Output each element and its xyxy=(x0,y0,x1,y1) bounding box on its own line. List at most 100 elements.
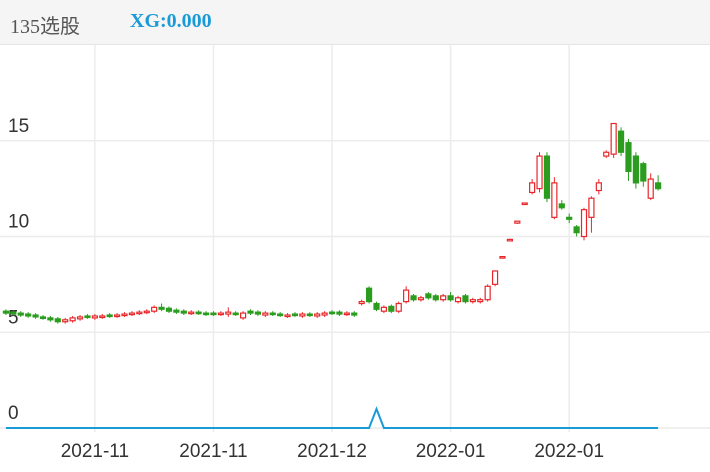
candle-body xyxy=(188,311,195,315)
candle-body xyxy=(47,317,54,321)
candle-body xyxy=(469,299,476,303)
candle-body xyxy=(277,313,284,317)
candle-body xyxy=(610,122,617,155)
candle-body xyxy=(647,178,654,199)
candle-body xyxy=(314,313,321,317)
y-tick-label: 0 xyxy=(8,403,19,424)
indicator-readout: XG:0.000 xyxy=(130,10,212,32)
candle-body xyxy=(173,309,180,313)
candle-body xyxy=(588,197,595,218)
candle-body xyxy=(462,295,469,303)
candle-body xyxy=(358,301,365,305)
candle-body xyxy=(39,316,47,320)
candle-body xyxy=(632,155,639,184)
candle-body xyxy=(54,318,61,323)
candle-body xyxy=(284,314,291,318)
candle-body xyxy=(566,216,573,220)
candle-body xyxy=(158,306,165,310)
candle-body xyxy=(69,317,76,322)
candle-body xyxy=(217,312,224,316)
y-tick-label: 15 xyxy=(8,116,29,137)
candle-body xyxy=(99,315,106,319)
candle-body xyxy=(336,311,343,315)
candle-body xyxy=(403,289,410,303)
header-title: 135选股 xyxy=(10,16,80,38)
candle-body xyxy=(521,202,528,206)
candle-body xyxy=(165,307,173,312)
candle-body xyxy=(269,312,276,316)
candle-body xyxy=(113,314,121,318)
candle-body xyxy=(425,293,432,299)
candle-body xyxy=(380,306,388,312)
candle-body xyxy=(477,299,484,303)
candle-body xyxy=(25,313,32,317)
candle-body xyxy=(106,314,113,318)
candle-body xyxy=(128,312,136,316)
candle-body xyxy=(365,287,373,303)
candle-body xyxy=(76,316,84,320)
candle-body xyxy=(136,311,143,315)
candle-body xyxy=(225,311,232,315)
candle-body xyxy=(373,302,380,310)
candle-body xyxy=(551,182,558,218)
candle-body xyxy=(151,306,158,312)
candle-body xyxy=(514,220,521,224)
candle-body xyxy=(17,312,24,316)
candle-body xyxy=(91,315,98,319)
candle-body xyxy=(32,314,39,318)
candle-body xyxy=(143,310,150,314)
candle-body xyxy=(239,312,247,319)
candle-body xyxy=(328,311,336,315)
candle-body xyxy=(506,238,513,242)
candle-body xyxy=(306,313,313,317)
candle-body xyxy=(291,313,299,317)
candle-body xyxy=(62,319,69,323)
candle-body xyxy=(410,295,417,301)
candle-body xyxy=(595,182,602,192)
y-tick-label: 10 xyxy=(8,212,29,233)
candle-body xyxy=(195,311,202,315)
candle-body xyxy=(417,297,425,301)
candle-body xyxy=(232,312,239,316)
candle-body xyxy=(180,310,187,314)
candle-body xyxy=(536,155,543,190)
y-tick-label: 5 xyxy=(8,307,19,328)
candle-body xyxy=(603,151,610,157)
candle-body xyxy=(558,203,565,209)
candle-body xyxy=(202,312,210,316)
x-tick-label: 2022-01 xyxy=(534,441,604,462)
candle-body xyxy=(121,313,128,317)
x-tick-label: 2021-11 xyxy=(61,441,129,462)
candle-body xyxy=(529,182,536,194)
candle-body xyxy=(395,302,402,312)
candle-body xyxy=(655,182,662,190)
header-bar: 135选股 XG:0.000 xyxy=(0,0,710,45)
candle-body xyxy=(432,295,439,301)
candle-body xyxy=(499,256,506,259)
candle-body xyxy=(447,295,454,301)
candle-body xyxy=(351,312,358,316)
x-tick-label: 2021-12 xyxy=(297,441,367,462)
x-tick-label: 2021-11 xyxy=(179,441,247,462)
candle-body xyxy=(2,310,10,314)
candle-body xyxy=(388,305,395,312)
candle-body xyxy=(491,270,499,285)
candle-body xyxy=(580,209,588,238)
candle-body xyxy=(640,163,647,182)
indicator-line xyxy=(5,406,659,429)
candle-body xyxy=(84,315,91,319)
candle-body xyxy=(617,130,625,153)
candle-body xyxy=(440,295,447,301)
candle-body xyxy=(343,312,350,316)
candle-body xyxy=(484,285,491,301)
candle-body xyxy=(299,313,306,317)
candle-body xyxy=(247,310,254,314)
x-tick-label: 2022-01 xyxy=(416,441,486,462)
candle-body xyxy=(10,311,17,315)
candle-body xyxy=(262,312,269,316)
candle-body xyxy=(543,155,551,199)
candle-body xyxy=(625,142,632,172)
candle-body xyxy=(573,226,580,234)
